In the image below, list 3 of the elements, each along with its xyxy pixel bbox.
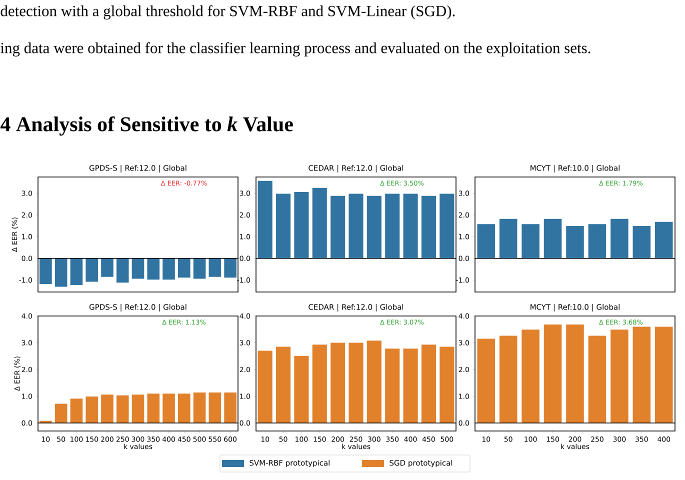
text: detection with a global threshold for SVM-RBF and SVM-Linear (SGD).	[0, 5, 455, 20]
text: ing data were obtained for the classifier learning process and evaluated on the exploitation sets.	[0, 42, 590, 56]
text: 4 Analysis of Sensitive to k Value	[0, 116, 293, 136]
